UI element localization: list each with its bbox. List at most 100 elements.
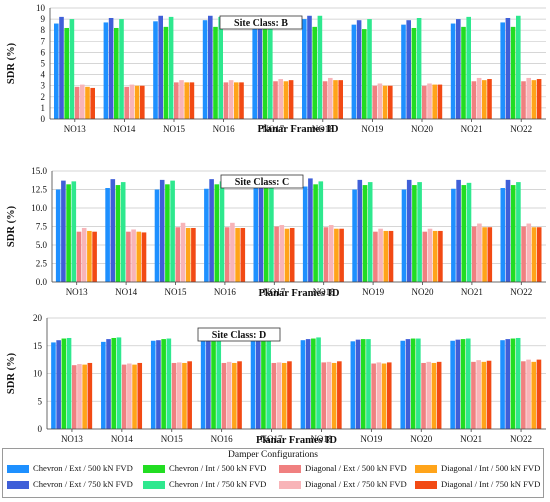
bar: [451, 188, 456, 282]
bar: [313, 184, 318, 282]
y-tick-label: 6: [41, 47, 46, 57]
bar: [266, 337, 271, 429]
bar: [337, 361, 342, 429]
x-tick-label: NO17: [263, 287, 285, 297]
bar: [388, 230, 394, 282]
legend-label: Chevron / Ext / 750 kN FVD: [33, 479, 133, 489]
bar: [218, 16, 223, 120]
bar: [302, 186, 308, 282]
bar: [487, 79, 492, 119]
bar: [221, 362, 227, 429]
legend-title: Damper Configurations: [228, 450, 318, 460]
bar: [90, 87, 95, 119]
bar: [377, 83, 383, 119]
legend-label: Diagonal / Ext / 750 kN FVD: [305, 479, 407, 489]
bar: [71, 365, 77, 429]
bar: [240, 227, 246, 282]
x-tick-label: NO20: [410, 434, 432, 444]
bar: [422, 231, 428, 282]
y-tick-label: 5: [38, 396, 43, 406]
legend-label: Chevron / Int / 500 kN FVD: [169, 463, 267, 473]
bar: [170, 180, 175, 282]
x-tick-label: NO19: [361, 124, 383, 134]
site-class-box: [219, 15, 303, 30]
bar: [115, 185, 121, 282]
x-tick-label: NO16: [211, 434, 233, 444]
bar: [69, 19, 75, 120]
bar: [136, 231, 142, 282]
bar: [516, 15, 521, 120]
bar: [536, 227, 542, 282]
x-tick-label: NO20: [412, 287, 434, 297]
x-tick-label: NO21: [460, 434, 482, 444]
bar: [334, 228, 339, 282]
bar: [51, 342, 56, 429]
x-tick-label: NO18: [312, 124, 334, 134]
y-tick-label: 10: [36, 3, 46, 13]
bar: [456, 179, 461, 282]
bar: [388, 85, 393, 119]
y-tick-label: 12.5: [31, 185, 47, 195]
bar: [82, 364, 87, 429]
legend-swatch: [143, 465, 165, 473]
bar: [232, 362, 237, 429]
bar: [150, 340, 156, 429]
bar: [77, 364, 82, 429]
x-tick-label: NO18: [313, 287, 335, 297]
bar: [255, 339, 261, 429]
legend-swatch: [7, 481, 29, 489]
bar: [132, 364, 137, 429]
site-class-label: Site Class: D: [212, 330, 266, 341]
bar: [382, 85, 388, 119]
bar: [339, 228, 344, 282]
bar: [87, 230, 92, 282]
bar: [401, 189, 407, 282]
bar: [184, 82, 189, 119]
y-tick-label: 0: [38, 424, 43, 434]
bar: [536, 359, 542, 429]
bar: [76, 231, 82, 282]
bar: [174, 82, 179, 119]
bar: [381, 363, 387, 429]
bar: [350, 341, 356, 429]
legend-swatch: [415, 465, 437, 473]
x-tick-label: NO14: [113, 124, 135, 134]
bar: [321, 362, 327, 429]
bar: [526, 359, 531, 429]
bar: [168, 16, 174, 120]
bar: [119, 19, 124, 120]
bar: [176, 362, 182, 429]
bar: [191, 227, 196, 282]
bar: [279, 225, 285, 282]
bar: [400, 340, 406, 429]
bar: [87, 362, 93, 429]
bar: [328, 225, 334, 282]
site-class-label: Site Class: B: [234, 18, 288, 29]
bar: [477, 223, 482, 282]
bar: [531, 80, 537, 119]
bar: [74, 86, 80, 119]
bar: [482, 227, 487, 282]
bar: [352, 189, 357, 282]
bar: [308, 178, 313, 282]
x-tick-label: NO15: [163, 124, 185, 134]
y-tick-label: 20: [33, 313, 43, 323]
bar: [228, 80, 234, 119]
bar: [521, 361, 526, 429]
y-tick-label: 2.5: [36, 259, 48, 269]
y-tick-label: 10.0: [31, 203, 47, 213]
bar: [263, 184, 269, 282]
y-tick-label: 4: [41, 70, 46, 80]
bar: [516, 182, 521, 282]
bar: [206, 340, 211, 429]
bar: [432, 84, 437, 119]
bar: [417, 182, 422, 282]
y-tick-label: 1: [41, 103, 46, 113]
bar: [154, 189, 160, 282]
legend-label: Diagonal / Int / 750 kN FVD: [441, 479, 541, 489]
bar: [378, 228, 383, 282]
x-tick-label: NO19: [360, 434, 382, 444]
bar: [305, 339, 311, 429]
legend-label: Diagonal / Int / 500 kN FVD: [441, 463, 541, 473]
